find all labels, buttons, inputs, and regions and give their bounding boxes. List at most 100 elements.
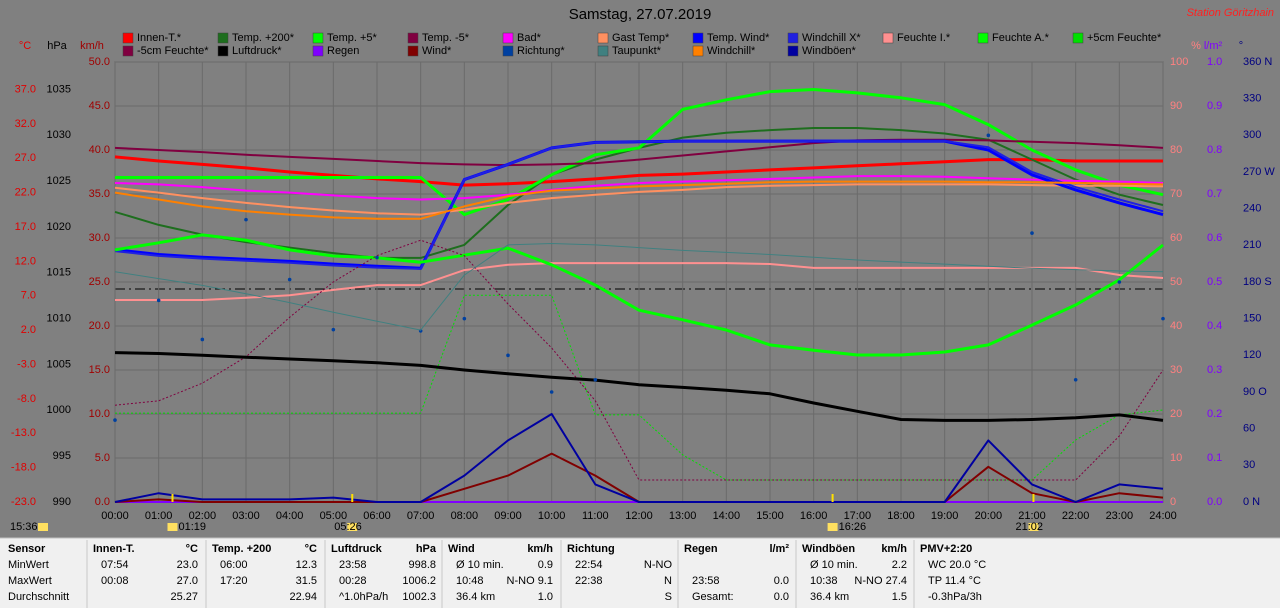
column-header: Wind xyxy=(448,543,475,555)
cell-left: 00:28 xyxy=(339,575,367,587)
legend-swatch xyxy=(122,45,134,57)
y-tick-label: 17.0 xyxy=(15,221,36,233)
y-tick-label: 0.9 xyxy=(1207,100,1222,112)
cell-left: 22:54 xyxy=(575,559,603,571)
row-label: MinWert xyxy=(8,559,49,571)
data-point xyxy=(113,418,117,422)
legend-swatch xyxy=(217,32,229,44)
column-header: Temp. +200 xyxy=(212,543,271,555)
y-tick-label: 0.7 xyxy=(1207,188,1222,200)
cell-left: -0.3hPa/3h xyxy=(928,591,982,603)
column-unit: km/h xyxy=(527,543,553,555)
y-tick-label: 7.0 xyxy=(21,290,36,302)
legend-swatch xyxy=(597,32,609,44)
y-tick-label: 30 xyxy=(1170,364,1182,376)
event-label: 01:19 xyxy=(178,521,206,533)
series-line xyxy=(114,239,1164,481)
legend-label: Windchill X* xyxy=(802,32,861,44)
legend-label: Innen-T.* xyxy=(137,32,182,44)
data-point xyxy=(549,390,554,394)
event-label: 21:02 xyxy=(1015,521,1043,533)
legend-swatch xyxy=(407,45,419,57)
cell-left: 00:08 xyxy=(101,575,129,587)
event-icon xyxy=(1028,523,1039,531)
x-tick-label: 02:00 xyxy=(189,510,217,522)
data-point xyxy=(506,353,510,358)
legend-swatch xyxy=(312,45,324,57)
cell-value: 1.5 xyxy=(892,591,907,603)
y-tick-label: 90 O xyxy=(1243,386,1267,398)
stats-table-bg xyxy=(0,538,1280,608)
cell-left: 23:58 xyxy=(339,559,367,571)
x-tick-label: 01:00 xyxy=(145,510,173,522)
y-tick-label: 37.0 xyxy=(15,83,36,95)
cell-left: 22:38 xyxy=(575,575,603,587)
event-label: 15:36 xyxy=(10,521,38,533)
cell-left: 10:48 xyxy=(456,575,484,587)
y-tick-label: 25.0 xyxy=(89,276,110,288)
axis-title: ° xyxy=(1239,40,1243,52)
x-tick-label: 20:00 xyxy=(975,510,1003,522)
legend-swatch xyxy=(692,32,704,44)
cell-value: 25.27 xyxy=(170,591,198,603)
cell-value: N-NO xyxy=(644,559,673,571)
y-tick-label: 30.0 xyxy=(89,232,110,244)
series-line xyxy=(114,233,1164,357)
y-tick-label: 50 xyxy=(1170,276,1182,288)
y-tick-label: 2.0 xyxy=(21,324,36,336)
series-line xyxy=(114,413,1164,503)
series-line xyxy=(115,262,1164,301)
y-tick-label: -18.0 xyxy=(11,462,36,474)
legend-label: +5cm Feuchte* xyxy=(1087,32,1162,44)
x-tick-label: 10:00 xyxy=(538,510,566,522)
event-icon xyxy=(38,523,48,531)
y-tick-label: -8.0 xyxy=(17,393,36,405)
series-line xyxy=(114,243,1164,331)
x-tick-label: 21:00 xyxy=(1018,510,1046,522)
y-tick-label: 90 xyxy=(1170,100,1182,112)
event-icon xyxy=(347,523,358,531)
x-tick-label: 08:00 xyxy=(451,510,479,522)
y-tick-label: 15.0 xyxy=(89,364,110,376)
y-tick-label: 80 xyxy=(1170,144,1182,156)
x-tick-label: 19:00 xyxy=(931,510,959,522)
y-tick-label: 40 xyxy=(1170,320,1182,332)
axis-title: km/h xyxy=(80,40,104,52)
legend-label: -5cm Feuchte* xyxy=(137,45,209,57)
cell-value: 1002.3 xyxy=(402,591,436,603)
y-tick-label: 180 S xyxy=(1243,276,1272,288)
legend-swatch xyxy=(502,45,514,57)
legend-label: Temp. +200* xyxy=(232,32,295,44)
axis-title: hPa xyxy=(47,40,67,52)
y-tick-label: 27.0 xyxy=(15,152,36,164)
x-tick-label: 04:00 xyxy=(276,510,304,522)
cell-value: 22.94 xyxy=(289,591,317,603)
cell-value: 27.0 xyxy=(177,575,198,587)
cell-value: N xyxy=(664,575,672,587)
y-tick-label: 990 xyxy=(53,496,71,508)
y-tick-label: 1010 xyxy=(47,313,71,325)
data-point xyxy=(156,298,161,303)
y-tick-label: 1000 xyxy=(47,404,71,416)
y-tick-label: 100 xyxy=(1170,56,1188,68)
y-tick-label: 35.0 xyxy=(89,188,110,200)
y-tick-label: -3.0 xyxy=(17,358,36,370)
row-label: Sensor xyxy=(8,543,46,555)
legend-swatch xyxy=(882,32,894,44)
y-tick-label: 0 N xyxy=(1243,496,1260,508)
column-header: Richtung xyxy=(567,543,615,555)
y-tick-label: 300 xyxy=(1243,129,1261,141)
y-tick-label: 12.0 xyxy=(15,255,36,267)
data-point xyxy=(331,327,336,332)
row-label: MaxWert xyxy=(8,575,52,587)
data-point xyxy=(244,217,248,222)
column-unit: °C xyxy=(305,543,317,555)
cell-value: 31.5 xyxy=(296,575,317,587)
y-tick-label: 330 xyxy=(1243,93,1261,105)
y-tick-label: 0.6 xyxy=(1207,232,1222,244)
legend-swatch xyxy=(692,45,704,57)
cell-value: 0.9 xyxy=(538,559,553,571)
axis-title: % xyxy=(1191,40,1201,52)
y-tick-label: 0.5 xyxy=(1207,276,1222,288)
